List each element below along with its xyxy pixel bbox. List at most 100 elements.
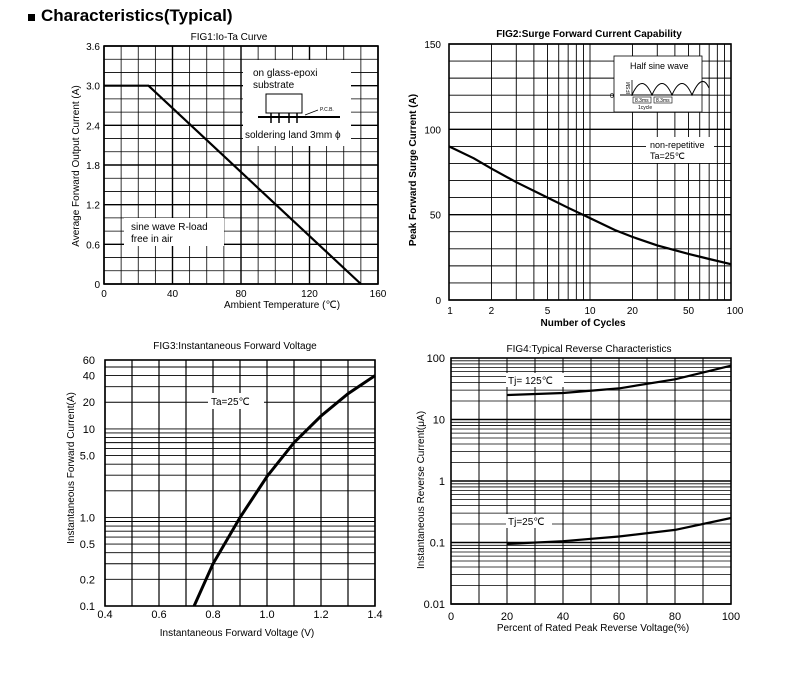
fig3-annotation: Ta=25℃ bbox=[211, 397, 250, 408]
fig1-y-tick: 2.4 bbox=[86, 121, 100, 132]
fig4-label-tj25: Tj=25℃ bbox=[508, 517, 545, 528]
fig3-tick-labels: 0.4 0.6 0.8 1.0 1.2 1.4 0.1 0.2 0.5 1.0 5.0 10 20 40 6… bbox=[80, 355, 383, 621]
fig2-x-tick: 20 bbox=[627, 306, 639, 317]
fig1-x-tick: 120 bbox=[301, 289, 318, 300]
fig4-chart: FIG4:Typical Reverse Characteristics 0 20… bbox=[416, 344, 740, 634]
fig1-io-curve bbox=[104, 84, 362, 285]
fig1-x-tick: 40 bbox=[167, 289, 179, 300]
fig2-surge-curve bbox=[448, 145, 732, 266]
fig1-package-shape bbox=[265, 93, 303, 114]
fig4-title: FIG4:Typical Reverse Characteristics bbox=[506, 344, 671, 355]
fig2-annotation-line2: Ta=25℃ bbox=[650, 151, 685, 161]
fig3-y-tick: 1.0 bbox=[80, 512, 95, 524]
fig3-y-tick: 60 bbox=[83, 355, 95, 367]
fig4-grid bbox=[450, 357, 732, 605]
fig2-inset-t2: 8.3ms bbox=[656, 98, 670, 104]
fig1-x-tick: 0 bbox=[101, 289, 107, 300]
fig4-tj125-curve bbox=[506, 364, 732, 397]
fig1-y-tick: 0.6 bbox=[86, 240, 100, 251]
fig2-inset-ifsm: IFSM bbox=[626, 82, 632, 94]
fig2-x-tick: 50 bbox=[683, 306, 695, 317]
fig1-tick-labels: 0 40 80 120 160 0 0.6 1.2 1.8 2.4 3.0 3.6 bbox=[86, 42, 387, 300]
fig1-annotation-line2: free in air bbox=[131, 234, 173, 245]
fig2-inset-zero: 0 bbox=[610, 93, 614, 100]
fig2-xlabel: Number of Cycles bbox=[540, 318, 625, 329]
fig2-plot-frame bbox=[448, 43, 732, 301]
fig1-inset-line2: substrate bbox=[253, 80, 295, 91]
fig2-y-tick: 0 bbox=[435, 296, 441, 307]
fig3-y-tick: 0.2 bbox=[80, 574, 95, 586]
fig1-y-tick: 3.6 bbox=[86, 42, 100, 53]
fig3-chart: FIG3:Instantaneous Forward Voltage 0.4 0.… bbox=[66, 341, 383, 639]
fig4-x-tick: 100 bbox=[722, 611, 740, 623]
fig1-annotation: sine wave R-load free in air bbox=[124, 218, 224, 246]
fig1-plot-frame bbox=[103, 45, 379, 285]
page-title-text: Characteristics(Typical) bbox=[41, 6, 233, 25]
page-title: Characteristics(Typical) bbox=[28, 6, 232, 26]
fig4-label-tj125: Tj= 125℃ bbox=[508, 376, 553, 387]
fig3-x-tick: 0.6 bbox=[151, 609, 166, 621]
fig4-x-tick: 40 bbox=[557, 611, 569, 623]
fig1-y-tick: 0 bbox=[94, 280, 100, 291]
fig2-grid bbox=[448, 43, 732, 301]
fig1-title: FIG1:Io-Ta Curve bbox=[191, 32, 268, 43]
fig4-plot-frame bbox=[450, 357, 732, 605]
fig2-annotation-line1: non-repetitive bbox=[650, 140, 705, 150]
fig2-inset: Half sine wave 0 IFSM 8.3ms 8.3ms 1cycle bbox=[610, 55, 710, 113]
fig4-y-tick: 1 bbox=[439, 476, 445, 488]
fig3-grid bbox=[104, 359, 376, 607]
fig3-x-tick: 1.2 bbox=[313, 609, 328, 621]
fig4-y-tick: 0.01 bbox=[424, 599, 445, 611]
fig3-ylabel: Instantaneous Forward Current(A) bbox=[66, 392, 77, 544]
fig1-ylabel: Average Forward Output Current (A) bbox=[71, 85, 82, 247]
fig4-x-tick: 0 bbox=[448, 611, 454, 623]
bullet-icon bbox=[28, 14, 35, 21]
fig3-y-tick: 20 bbox=[83, 397, 95, 409]
fig2-x-tick: 1 bbox=[447, 306, 453, 317]
fig3-y-tick: 0.1 bbox=[80, 601, 95, 613]
fig1-xlabel: Ambient Temperature (℃) bbox=[224, 300, 340, 311]
fig2-x-tick: 100 bbox=[727, 306, 744, 317]
fig2-inset-t1: 8.3ms bbox=[635, 98, 649, 104]
fig3-plot-frame bbox=[104, 359, 376, 607]
fig1-y-tick: 3.0 bbox=[86, 82, 100, 93]
fig1-annotation-line1: sine wave R-load bbox=[131, 222, 208, 233]
fig4-x-tick: 80 bbox=[669, 611, 681, 623]
fig4-ylabel: Instantaneous Reverse Current(μA) bbox=[416, 411, 427, 569]
fig4-y-tick: 0.1 bbox=[430, 538, 445, 550]
fig3-y-tick: 0.5 bbox=[80, 539, 95, 551]
fig2-y-tick: 150 bbox=[424, 40, 441, 51]
fig2-inset-title: Half sine wave bbox=[630, 61, 689, 71]
fig3-title: FIG3:Instantaneous Forward Voltage bbox=[153, 341, 317, 352]
fig1-inset: on glass-epoxi substrate P.C.B. solderin… bbox=[243, 60, 351, 146]
fig1-x-tick: 80 bbox=[235, 289, 247, 300]
fig2-x-tick: 10 bbox=[584, 306, 596, 317]
fig3-xlabel: Instantaneous Forward Voltage (V) bbox=[160, 628, 315, 639]
fig4-y-tick: 100 bbox=[427, 353, 445, 365]
fig1-chart: FIG1:Io-Ta Curve 0 40 80 120 160 0 0.6 1.2 1.8 2.… bbox=[71, 32, 387, 311]
fig1-x-tick: 160 bbox=[370, 289, 387, 300]
fig3-x-tick: 1.0 bbox=[259, 609, 274, 621]
fig3-y-tick: 5.0 bbox=[80, 451, 95, 463]
fig2-annotation: non-repetitive Ta=25℃ bbox=[646, 137, 714, 163]
fig4-xlabel: Percent of Rated Peak Reverse Voltage(%) bbox=[497, 623, 689, 634]
fig4-tj25-curve bbox=[506, 516, 732, 545]
fig4-tick-labels: 0 20 40 60 80 100 0.01 0.1 1 10 100 bbox=[424, 353, 741, 623]
fig1-pins bbox=[270, 113, 298, 123]
fig2-y-tick: 50 bbox=[430, 211, 442, 222]
fig3-forward-curve bbox=[192, 374, 376, 607]
fig4-x-tick: 60 bbox=[613, 611, 625, 623]
fig3-y-tick: 40 bbox=[83, 371, 95, 383]
fig2-x-tick: 2 bbox=[489, 306, 495, 317]
fig2-chart: FIG2:Surge Forward Current Capability 1 2… bbox=[408, 29, 744, 329]
fig2-title: FIG2:Surge Forward Current Capability bbox=[496, 29, 682, 40]
fig3-y-tick: 10 bbox=[83, 424, 95, 436]
fig2-tick-labels: 1 2 5 10 20 50 100 0 50 100 150 bbox=[424, 40, 743, 317]
fig1-inset-line1: on glass-epoxi bbox=[253, 68, 317, 79]
fig2-y-tick: 100 bbox=[424, 125, 441, 136]
fig3-x-tick: 0.4 bbox=[97, 609, 112, 621]
fig4-y-tick: 10 bbox=[433, 415, 445, 427]
fig3-x-tick: 1.4 bbox=[367, 609, 382, 621]
fig1-inset-caption: soldering land 3mm ϕ bbox=[245, 130, 341, 141]
fig2-inset-cycle: 1cycle bbox=[638, 105, 652, 111]
